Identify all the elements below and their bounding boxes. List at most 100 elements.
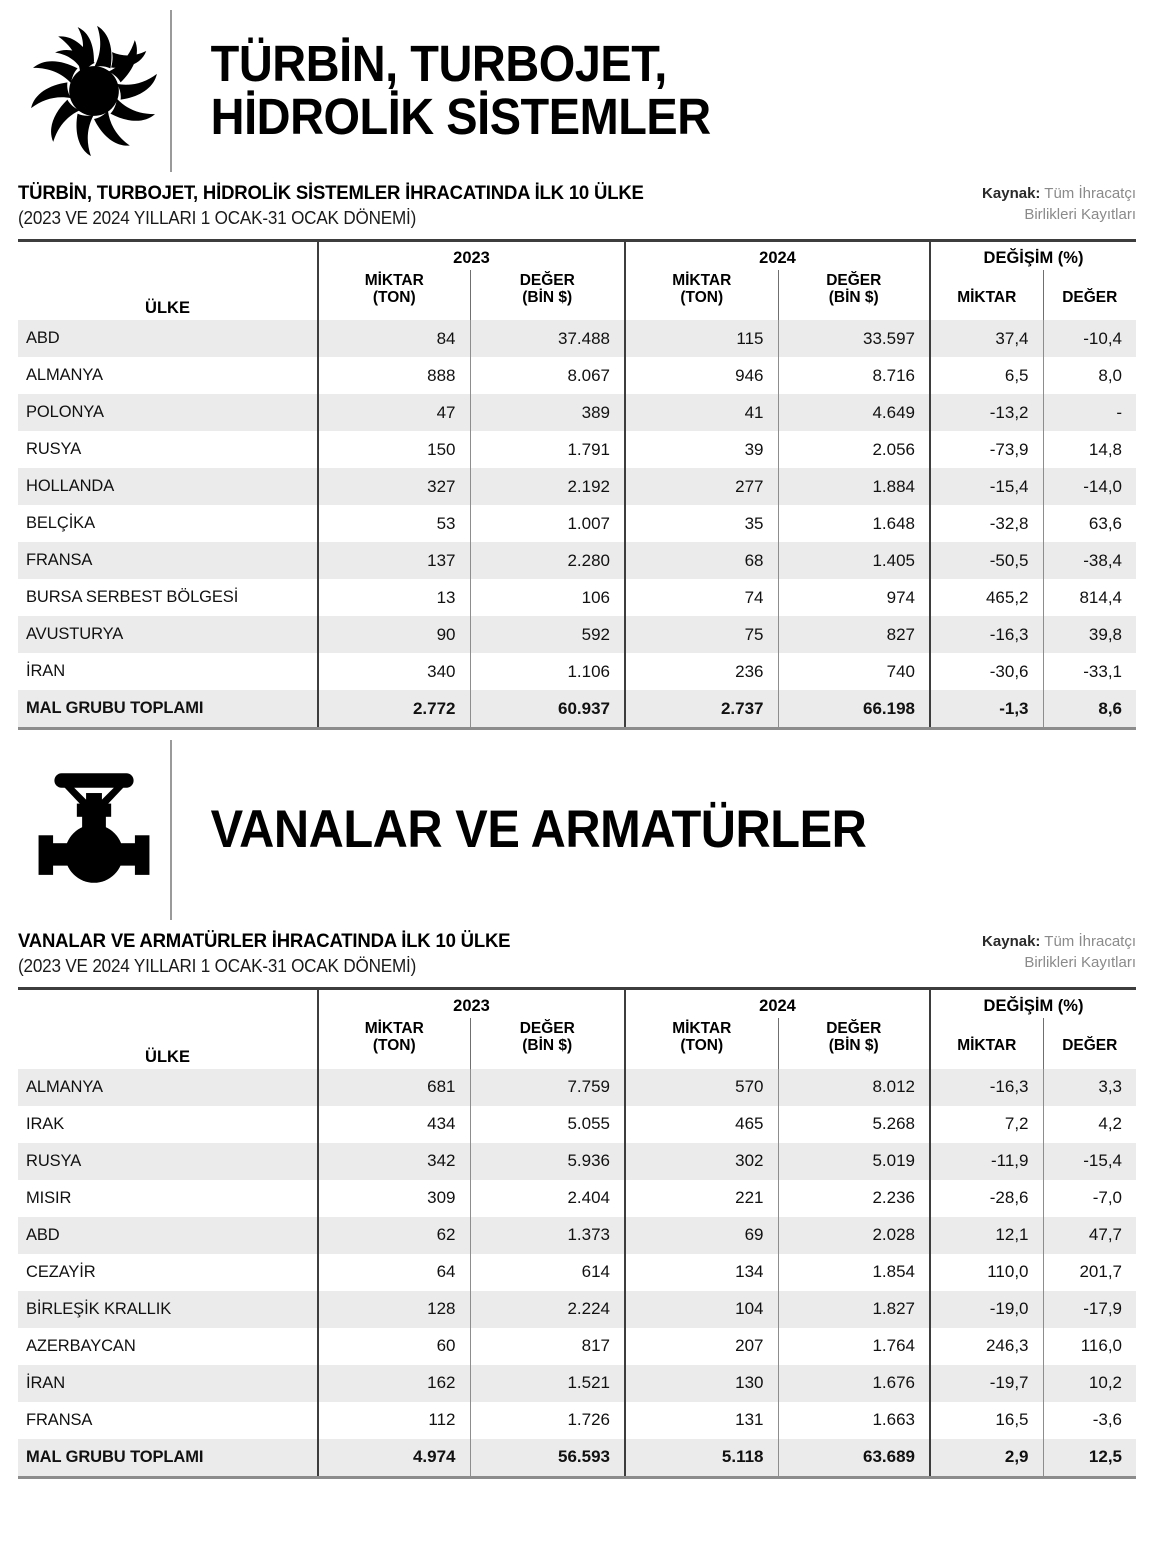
table-subtitle: (2023 VE 2024 YILLARI 1 OCAK-31 OCAK DÖN… — [18, 208, 417, 228]
cell-dq: -19,7 — [929, 1364, 1043, 1402]
col-header-qty-2023: MİKTAR (TON) — [317, 270, 470, 321]
cell-country: RUSYA — [26, 440, 82, 459]
cell-v24: 1.663 — [777, 1401, 930, 1439]
cell-dq: -28,6 — [929, 1179, 1043, 1217]
table-block-turbine: TÜRBİN, TURBOJET, HİDROLİK SİSTEMLER İHR… — [0, 182, 1154, 731]
cell-v24: 8.012 — [777, 1068, 930, 1106]
cell-country: FRANSA — [18, 542, 318, 580]
cell-q24: 277 — [624, 468, 778, 506]
cell-v23: 37.488 — [469, 320, 625, 358]
col-header-val-2023-label: DEĞER — [519, 272, 575, 289]
cell-dq: -50,5 — [929, 542, 1043, 580]
cell-dq: -30,6 — [929, 653, 1043, 691]
cell-q23: 888 — [317, 357, 470, 395]
cell-country: MISIR — [26, 1188, 72, 1207]
table-row: FRANSA 137 2.280 68 1.405 -50,5 -38,4 — [18, 542, 1137, 580]
cell-q23: 64 — [317, 1253, 470, 1291]
col-header-country: ÜLKE — [18, 987, 318, 1069]
cell-country: FRANSA — [26, 1410, 93, 1429]
col-header-qty-2024-unit: (TON) — [680, 288, 724, 306]
cell-dv: -14,0 — [1042, 468, 1137, 506]
cell-v24: 740 — [777, 653, 930, 691]
cell-dq: -19,0 — [929, 1290, 1043, 1328]
cell-dv: 63,6 — [1042, 505, 1137, 543]
cell-dq: 37,4 — [929, 320, 1043, 358]
cell-v23: 1.521 — [469, 1364, 625, 1402]
cell-q23: 340 — [317, 653, 470, 691]
table-title: VANALAR VE ARMATÜRLER İHRACATINDA İLK 10… — [18, 930, 511, 953]
cell-dq: -16,3 — [929, 1068, 1043, 1106]
cell-dv: 47,7 — [1042, 1216, 1137, 1254]
table-row: RUSYA 150 1.791 39 2.056 -73,9 14,8 — [18, 431, 1137, 469]
cell-q23: 62 — [317, 1216, 470, 1254]
exports-table-turbine: ÜLKE 2023 2024 DEĞİŞİM (%) MİKTAR (TON) … — [18, 239, 1137, 731]
cell-dv: -15,4 — [1042, 1142, 1137, 1180]
cell-country: MAL GRUBU TOPLAMI — [18, 690, 318, 731]
cell-q23: 681 — [317, 1068, 470, 1106]
cell-q23: 309 — [317, 1179, 470, 1217]
source-note: Kaynak: Tüm İhracatçı Birlikleri Kayıtla… — [982, 182, 1136, 225]
table-row: İRAN 340 1.106 236 740 -30,6 -33,1 — [18, 653, 1137, 691]
source-text-line1: Tüm İhracatçı — [1040, 185, 1136, 202]
cell-v24: 5.019 — [777, 1142, 930, 1180]
cell-dq: 16,5 — [929, 1401, 1043, 1439]
table-title: TÜRBİN, TURBOJET, HİDROLİK SİSTEMLER İHR… — [18, 182, 644, 204]
cell-q24: 39 — [624, 431, 778, 469]
source-text-line1: Tüm İhracatçı — [1040, 933, 1136, 951]
cell-dv: -38,4 — [1042, 542, 1137, 580]
cell-country: BURSA SERBEST BÖLGESİ — [26, 588, 239, 607]
cell-q24: 134 — [624, 1253, 778, 1291]
cell-country: AZERBAYCAN — [26, 1336, 136, 1355]
cell-dq: -1,3 — [929, 690, 1043, 731]
col-header-change-qty: MİKTAR — [929, 1018, 1043, 1069]
cell-v23: 2.192 — [469, 468, 625, 506]
cell-dv: 39,8 — [1042, 616, 1137, 654]
cell-q23: 90 — [317, 616, 470, 654]
cell-dv: 116,0 — [1042, 1327, 1137, 1365]
cell-q23: 128 — [317, 1290, 470, 1328]
col-group-change: DEĞİŞİM (%) — [928, 987, 1137, 1019]
cell-v23: 7.759 — [469, 1068, 625, 1106]
table-row: ALMANYA 888 8.067 946 8.716 6,5 8,0 — [18, 357, 1137, 395]
cell-q24: 570 — [624, 1068, 778, 1106]
cell-dq: -11,9 — [929, 1142, 1043, 1180]
cell-v23: 389 — [469, 394, 625, 432]
cell-country: IRAK — [26, 1114, 65, 1133]
cell-q23: 13 — [317, 579, 470, 617]
cell-v23: 106 — [469, 579, 625, 617]
cell-country: AVUSTURYA — [18, 616, 318, 654]
cell-dv: 10,2 — [1042, 1364, 1137, 1402]
col-header-val-2024-label: DEĞER — [826, 272, 882, 289]
section-banner-turbine: TÜRBİN, TURBOJET, HİDROLİK SİSTEMLER — [0, 0, 1154, 182]
cell-v23: 1.007 — [469, 505, 625, 543]
col-header-val-2024: DEĞER (BİN $) — [777, 1018, 930, 1069]
cell-q23: 84 — [317, 320, 470, 358]
cell-dq: 110,0 — [929, 1253, 1043, 1291]
cell-q24: 946 — [624, 357, 778, 395]
col-header-change-val: DEĞER — [1042, 1018, 1137, 1069]
col-group-2024: 2024 — [624, 239, 930, 270]
table-row: ALMANYA 681 7.759 570 8.012 -16,3 3,3 — [18, 1068, 1137, 1106]
cell-v23: 8.067 — [469, 357, 625, 395]
cell-v24: 1.676 — [777, 1364, 930, 1402]
table-block-valves: VANALAR VE ARMATÜRLER İHRACATINDA İLK 10… — [0, 930, 1154, 1479]
cell-v24: 4.649 — [777, 394, 930, 432]
cell-country: İRAN — [26, 662, 66, 681]
table-row: BURSA SERBEST BÖLGESİ 13 106 74 974 465,2 814,… — [18, 579, 1137, 617]
cell-v24: 33.597 — [777, 320, 930, 358]
cell-q23: 47 — [317, 394, 470, 432]
cell-q24: 68 — [624, 542, 778, 580]
table-row: BİRLEŞİK KRALLIK 128 2.224 104 1.827 -19,0 -17… — [18, 1290, 1137, 1328]
cell-v23: 1.106 — [469, 653, 625, 691]
cell-dv: -17,9 — [1042, 1290, 1137, 1328]
col-header-val-2023-unit: (BİN $) — [522, 1037, 573, 1055]
table-row: IRAK 434 5.055 465 5.268 7,2 4,2 — [18, 1105, 1137, 1143]
cell-dq: -32,8 — [929, 505, 1043, 543]
table-row: HOLLANDA 327 2.192 277 1.884 -15,4 -14,0 — [18, 468, 1137, 506]
section-title-valves: VANALAR VE ARMATÜRLER — [210, 800, 867, 860]
cell-dq: 12,1 — [929, 1216, 1043, 1254]
cell-v24: 1.405 — [777, 542, 930, 580]
cell-dv: 8,6 — [1042, 690, 1137, 731]
table-group-header-row: ÜLKE 2023 2024 DEĞİŞİM (%) — [18, 239, 1137, 321]
exports-table-valves: ÜLKE 2023 2024 DEĞİŞİM (%) MİKTAR (TON) … — [18, 987, 1137, 1479]
